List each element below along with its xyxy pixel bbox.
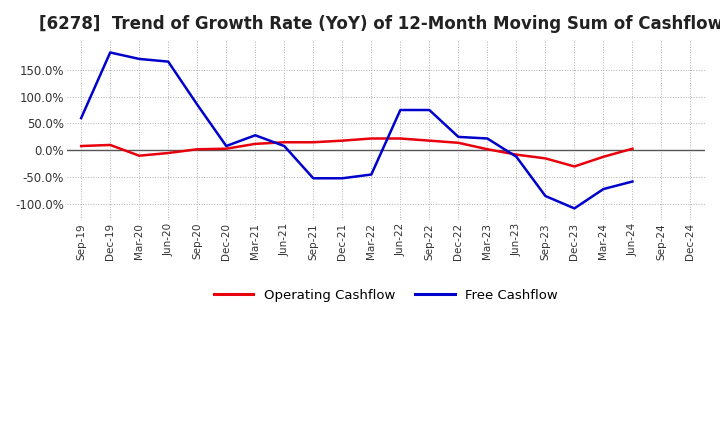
- Free Cashflow: [570, 206, 579, 211]
- Free Cashflow: [164, 59, 173, 64]
- Operating Cashflow: [309, 139, 318, 145]
- Free Cashflow: [425, 107, 433, 113]
- Free Cashflow: [106, 50, 114, 55]
- Operating Cashflow: [628, 146, 636, 151]
- Free Cashflow: [396, 107, 405, 113]
- Operating Cashflow: [164, 150, 173, 156]
- Operating Cashflow: [251, 141, 260, 147]
- Free Cashflow: [77, 115, 86, 121]
- Free Cashflow: [251, 132, 260, 138]
- Free Cashflow: [193, 102, 202, 107]
- Operating Cashflow: [396, 136, 405, 141]
- Title: [6278]  Trend of Growth Rate (YoY) of 12-Month Moving Sum of Cashflows: [6278] Trend of Growth Rate (YoY) of 12-…: [39, 15, 720, 33]
- Free Cashflow: [541, 194, 550, 199]
- Operating Cashflow: [106, 142, 114, 147]
- Operating Cashflow: [222, 146, 230, 151]
- Operating Cashflow: [570, 164, 579, 169]
- Operating Cashflow: [77, 143, 86, 149]
- Operating Cashflow: [193, 147, 202, 152]
- Operating Cashflow: [135, 153, 143, 158]
- Legend: Operating Cashflow, Free Cashflow: Operating Cashflow, Free Cashflow: [209, 284, 563, 307]
- Free Cashflow: [483, 136, 492, 141]
- Free Cashflow: [512, 154, 521, 159]
- Operating Cashflow: [599, 154, 608, 159]
- Free Cashflow: [309, 176, 318, 181]
- Free Cashflow: [222, 143, 230, 149]
- Operating Cashflow: [512, 152, 521, 157]
- Operating Cashflow: [454, 140, 463, 146]
- Free Cashflow: [280, 143, 289, 149]
- Free Cashflow: [338, 176, 346, 181]
- Operating Cashflow: [338, 138, 346, 143]
- Free Cashflow: [367, 172, 376, 177]
- Free Cashflow: [628, 179, 636, 184]
- Operating Cashflow: [280, 139, 289, 145]
- Free Cashflow: [454, 134, 463, 139]
- Operating Cashflow: [541, 156, 550, 161]
- Operating Cashflow: [425, 138, 433, 143]
- Operating Cashflow: [367, 136, 376, 141]
- Line: Operating Cashflow: Operating Cashflow: [81, 139, 632, 166]
- Operating Cashflow: [483, 147, 492, 152]
- Line: Free Cashflow: Free Cashflow: [81, 52, 632, 209]
- Free Cashflow: [135, 56, 143, 62]
- Free Cashflow: [599, 187, 608, 192]
